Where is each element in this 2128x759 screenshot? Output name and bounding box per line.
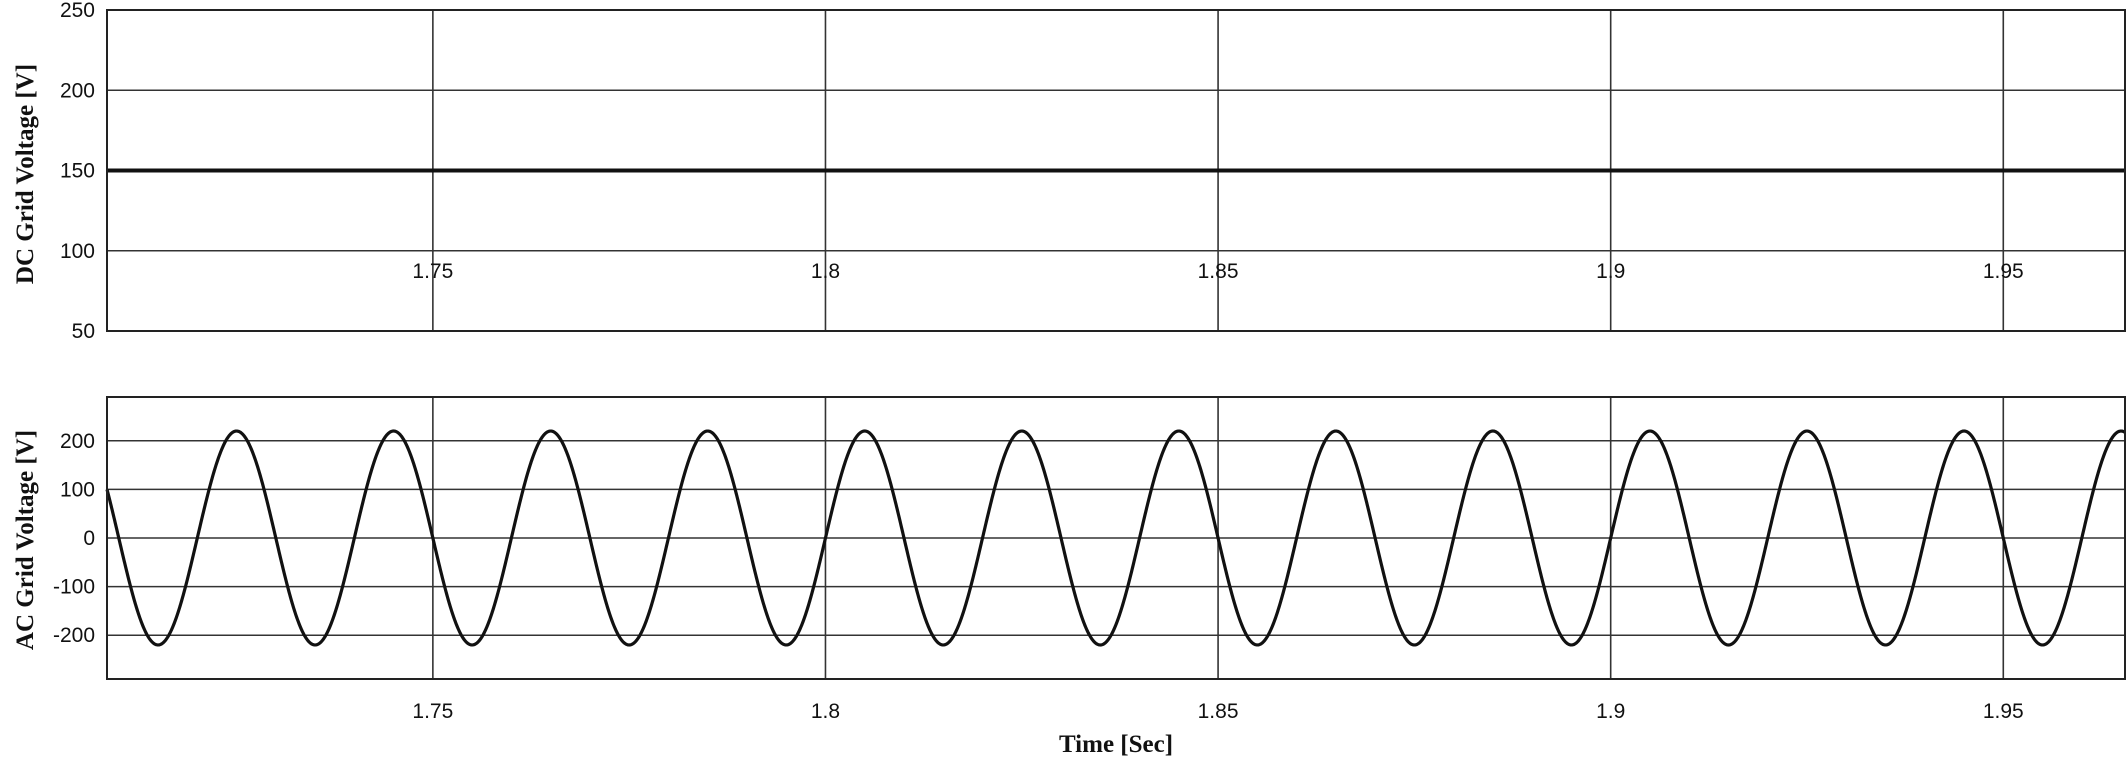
dc-x-tick-label: 1.95: [1983, 260, 2024, 283]
dc-y-axis-label: DC Grid Voltage [V]: [12, 64, 39, 284]
ac-x-tick-label: 1.9: [1596, 700, 1625, 723]
dc-plot-frame: [106, 9, 2126, 332]
dc-y-tick-label: 250: [60, 0, 95, 22]
ac-x-tick-label: 1.85: [1198, 700, 1239, 723]
dc-x-tick-label: 1.75: [412, 260, 453, 283]
x-axis-label: Time [Sec]: [1059, 731, 1173, 758]
ac-plot-frame: [106, 396, 2126, 680]
ac-x-tick-labels: 1.75 1.8 1.85 1.9 1.95: [412, 700, 2023, 723]
dc-y-tick-labels: 50 100 150 200 250: [60, 0, 95, 343]
ac-x-tick-label: 1.75: [412, 700, 453, 723]
ac-y-tick-label: 0: [83, 527, 95, 550]
ac-y-tick-label: -100: [53, 576, 95, 599]
dc-y-tick-label: 100: [60, 240, 95, 263]
ac-y-axis-label: AC Grid Voltage [V]: [12, 430, 39, 650]
dc-x-tick-labels: 1.75 1.8 1.85 1.9 1.95: [412, 260, 2023, 283]
dc-y-tick-label: 150: [60, 160, 95, 183]
dc-x-tick-label: 1.9: [1596, 260, 1625, 283]
dc-x-tick-label: 1.85: [1198, 260, 1239, 283]
dc-y-tick-label: 200: [60, 79, 95, 102]
dc-voltage-plot: 1.75 1.8 1.85 1.9 1.95 50 100 150 200 250 DC Gri…: [12, 0, 2126, 343]
dc-y-tick-label: 50: [72, 320, 95, 343]
ac-y-tick-label: 200: [60, 430, 95, 453]
ac-y-tick-label: 100: [60, 478, 95, 501]
ac-y-tick-label: -200: [53, 624, 95, 647]
ac-voltage-plot: 1.75 1.8 1.85 1.9 1.95 -200 -100 0 100 200 AC Gr…: [12, 396, 2126, 758]
dc-x-tick-label: 1.8: [811, 260, 840, 283]
ac-grid-lines: [107, 397, 2125, 679]
ac-x-tick-label: 1.95: [1983, 700, 2024, 723]
ac-y-tick-labels: -200 -100 0 100 200: [53, 430, 95, 647]
ac-series-group: [105, 429, 2126, 647]
ac-voltage-series-line: [105, 429, 2126, 647]
ac-x-tick-label: 1.8: [811, 700, 840, 723]
